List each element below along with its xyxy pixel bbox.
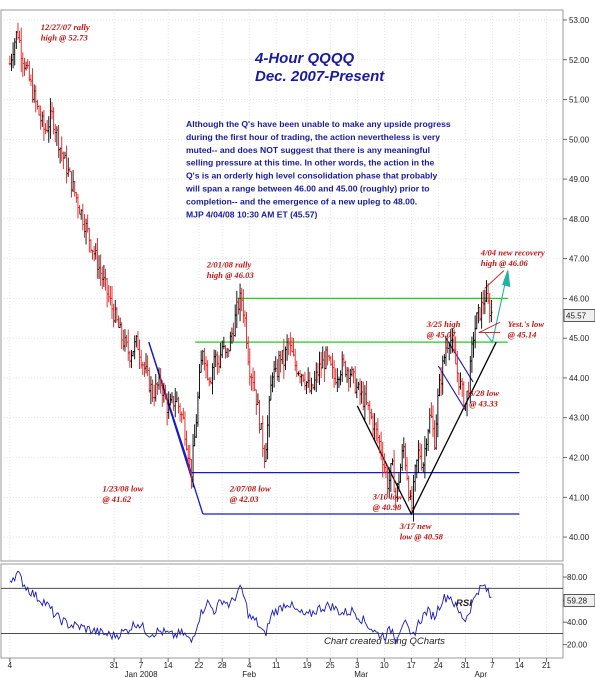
v-bottom-trendline [356,341,497,516]
rsi-line [9,570,492,645]
date-tick-label: 3 [355,661,360,670]
chart-subtitle: Dec. 2007-Present [255,68,385,85]
date-tick-label: 7 [139,661,144,670]
annotation-a5: @ 40.98 [373,502,402,512]
annotation-a9: high @ 46.06 [481,258,529,268]
price-tick-label: 48.00 [569,215,590,224]
price-tick-label: 46.00 [569,294,590,303]
date-tick-label: 4 [8,661,13,670]
annotation-a2: 2/01/08 rally [206,259,252,269]
rsi-panel: 80.00 59.28 40.00 20.00 [1,570,595,650]
annotation-a3: 1/23/08 low [103,483,144,493]
price-tick-label: 50.00 [569,135,590,144]
annotation-a4: @ 42.03 [230,494,259,504]
annotation-a1: 12/27/07 rally [41,22,90,32]
chart-title: 4-Hour QQQQ [254,50,355,67]
annotation-a6: 3/17 new [399,521,432,531]
price-tick-label: 52.00 [569,56,590,65]
date-tick-label: 14 [515,661,524,670]
commentary-line: Q's is an orderly high level consolidati… [186,171,438,181]
date-tick-label: 21 [542,661,551,670]
date-tick-label: 25 [326,661,335,670]
projection-arrowhead [502,270,511,288]
projection-arrow [484,270,509,344]
date-tick-label: 7 [490,661,495,670]
decline-line [148,341,204,515]
price-tick-label: 43.00 [569,414,590,423]
annotation-a6: low @ 40.58 [400,532,444,542]
annotation-a7: @ 45.07 [427,330,456,340]
rsi-tick-label: 40.00 [567,618,588,627]
month-label: Jan 2008 [125,670,158,678]
annotation-a9: 4/04 new recovery [480,247,545,257]
rsi-tick-label: 80.00 [567,573,588,582]
price-axis: 53.00 52.00 51.00 50.00 49.00 48.00 47.00 46.00… [563,16,595,542]
commentary-line: during the first hour of trading, the ac… [186,132,440,142]
commentary-line: selling pressure at this time. In other … [186,158,435,168]
commentary-line: completion-- and the emergence of a new … [186,196,417,206]
date-tick-label: 14 [164,661,173,670]
date-tick-label: 28 [218,661,227,670]
month-label: Apr [475,670,488,678]
date-tick-label: 17 [407,661,416,670]
month-label: Feb [242,670,256,678]
commentary-line: will span a range between 46.00 and 45.0… [185,184,430,194]
date-tick-label: 4 [247,661,252,670]
price-tick-label: 42.00 [569,454,590,463]
rsi-label: RSI [456,598,472,609]
chart-grid [1,10,563,658]
date-tick-label: 31 [110,661,119,670]
date-tick-label: 10 [380,661,389,670]
annotation-a10: @ 45.14 [508,330,537,340]
annotation-a8: 3/28 low [468,388,499,398]
date-tick-label: 24 [434,661,443,670]
annotation-a1: high @ 52.73 [41,32,89,42]
chart-footer: Chart created using QCharts [324,636,445,647]
date-tick-label: 11 [272,661,281,670]
annotation-a8: @ 43.33 [469,398,498,408]
month-label: Mar [354,670,368,678]
date-tick-label: 19 [303,661,312,670]
price-tick-label: 45.00 [569,334,590,343]
price-tick-label: 47.00 [569,255,590,264]
price-tick-label: 53.00 [569,16,590,25]
last-price-label: 45.57 [566,312,587,321]
rsi-tick-label: 59.28 [567,596,588,605]
commentary-line: MJP 4/04/08 10:30 AM ET (45.57) [186,209,317,219]
price-tick-label: 41.00 [569,493,590,502]
annotation-a7: 3/25 high [426,319,461,329]
commentary-line: muted-- and does NOT suggest that there … [186,145,430,155]
price-candles [8,22,493,522]
rsi-tick-label: 20.00 [567,641,588,650]
commentary-block: Although the Q's have been unable to mak… [185,119,451,219]
main-plot-frame [0,9,564,562]
last-price-marker [563,309,595,322]
annotation-a4: 2/07/08 low [229,483,271,493]
annotation-pointer [478,321,501,334]
date-axis: 4 31 7 14 22 28 4 11 19 25 3 10 17 24 31 7 14 21 Jan 2008 F… [8,658,551,678]
price-tick-label: 40.00 [569,533,590,542]
annotation-a10: Yest.'s low [508,319,545,329]
price-tick-label: 44.00 [569,374,590,383]
price-tick-label: 49.00 [569,175,590,184]
price-tick-label: 51.00 [569,96,590,105]
annotation-a5: 3/10 low [372,491,403,501]
date-tick-label: 22 [195,661,204,670]
annotation-a3: @ 41.62 [103,494,132,504]
date-tick-label: 31 [461,661,470,670]
commentary-line: Although the Q's have been unable to mak… [186,119,451,129]
annotation-a2: high @ 46.03 [207,270,255,280]
rsi-last-marker [563,594,595,607]
